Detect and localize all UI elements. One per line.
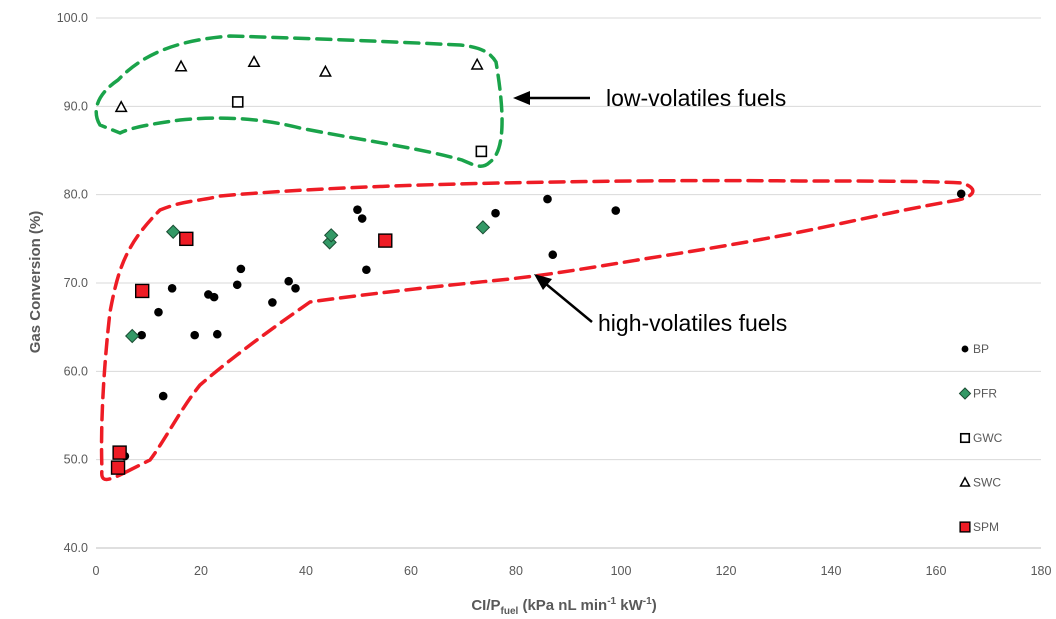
- data-point-bp: [362, 265, 371, 275]
- data-point-bp: [357, 214, 367, 223]
- legend: BP PFR GWC SWC SPM: [958, 342, 1003, 534]
- x-tick-label: 80: [509, 564, 523, 578]
- data-point-bp: [548, 250, 558, 260]
- legend-label-spm: SPM: [973, 520, 999, 534]
- data-point-gwc: [231, 96, 244, 108]
- data-point-bp: [291, 284, 300, 293]
- data-point-pfr: [323, 228, 339, 243]
- data-point-gwc: [475, 145, 488, 158]
- x-tick-label: 140: [821, 564, 842, 578]
- legend-marker-spm: [959, 521, 971, 533]
- data-point-bp: [167, 284, 177, 293]
- data-point-bp: [284, 276, 293, 286]
- y-tick-label: 50.0: [64, 453, 88, 467]
- legend-marker-gwc: [959, 432, 971, 444]
- high-volatiles-arrow-head: [534, 274, 552, 290]
- high-volatiles-label: high-volatiles fuels: [598, 310, 787, 336]
- data-point-bp: [611, 206, 621, 215]
- data-point-spm: [110, 460, 126, 475]
- y-tick-label: 60.0: [64, 364, 88, 378]
- data-point-bp: [491, 208, 500, 218]
- data-point-spm: [134, 283, 150, 299]
- x-tick-label: 20: [194, 564, 208, 578]
- data-point-swc: [247, 55, 261, 68]
- data-point-swc: [114, 100, 128, 113]
- data-point-bp: [158, 391, 168, 401]
- data-point-swc: [318, 64, 332, 77]
- data-point-bp: [353, 205, 362, 214]
- high-volatiles-arrow-line: [545, 283, 593, 323]
- data-point-spm: [179, 231, 194, 247]
- y-tick-label: 70.0: [64, 276, 88, 290]
- data-point-pfr: [125, 328, 140, 344]
- data-point-bp: [212, 329, 222, 339]
- data-point-bp: [232, 280, 242, 290]
- legend-label-bp: BP: [973, 342, 989, 356]
- gridlines: [96, 17, 1041, 461]
- x-tick-label: 160: [926, 564, 947, 578]
- legend-label-gwc: GWC: [973, 431, 1003, 445]
- data-point-pfr: [475, 220, 491, 235]
- x-tick-label: 100: [611, 564, 632, 578]
- x-tick-label: 180: [1031, 564, 1052, 578]
- data-point-swc: [174, 59, 188, 72]
- high-volatiles-outline: [99, 178, 975, 482]
- data-point-bp: [154, 307, 163, 317]
- y-tick-label: 80.0: [64, 188, 88, 202]
- legend-label-pfr: PFR: [973, 387, 997, 401]
- y-tick-label: 100.0: [57, 11, 88, 25]
- low-volatiles-label: low-volatiles fuels: [606, 85, 786, 111]
- legend-marker-pfr: [958, 387, 972, 400]
- y-tick-label: 40.0: [64, 541, 88, 555]
- data-point-pfr: [165, 224, 181, 239]
- data-point-swc: [470, 57, 484, 70]
- data-point-bp: [543, 194, 552, 204]
- x-tick-label: 60: [404, 564, 418, 578]
- x-tick-label: 0: [93, 564, 100, 578]
- data-point-spm: [378, 233, 393, 248]
- legend-marker-bp: [961, 345, 969, 353]
- data-point-bp: [209, 292, 219, 302]
- data-point-bp: [190, 330, 199, 340]
- data-point-bp: [268, 298, 277, 307]
- legend-marker-swc: [959, 476, 971, 487]
- data-points: [110, 55, 966, 475]
- data-point-bp: [236, 264, 246, 274]
- data-point-spm: [112, 445, 127, 460]
- legend-label-swc: SWC: [973, 476, 1001, 490]
- x-axis-title: CI/Pfuel (kPa nL min-1 kW-1): [471, 596, 656, 617]
- x-tick-label: 40: [299, 564, 313, 578]
- data-point-bp: [956, 189, 966, 199]
- low-volatiles-arrow-head: [513, 91, 530, 105]
- low-volatiles-outline: [94, 34, 504, 168]
- y-tick-labels: 40.0 50.0 60.0 70.0 80.0 90.0 100.0: [57, 11, 88, 555]
- x-tick-label: 120: [716, 564, 737, 578]
- x-tick-labels: 0 20 40 60 80 100 120 140 160 180: [93, 564, 1052, 578]
- data-point-bp: [137, 330, 146, 340]
- y-axis-title: Gas Conversion (%): [27, 211, 44, 354]
- y-tick-label: 90.0: [64, 99, 88, 113]
